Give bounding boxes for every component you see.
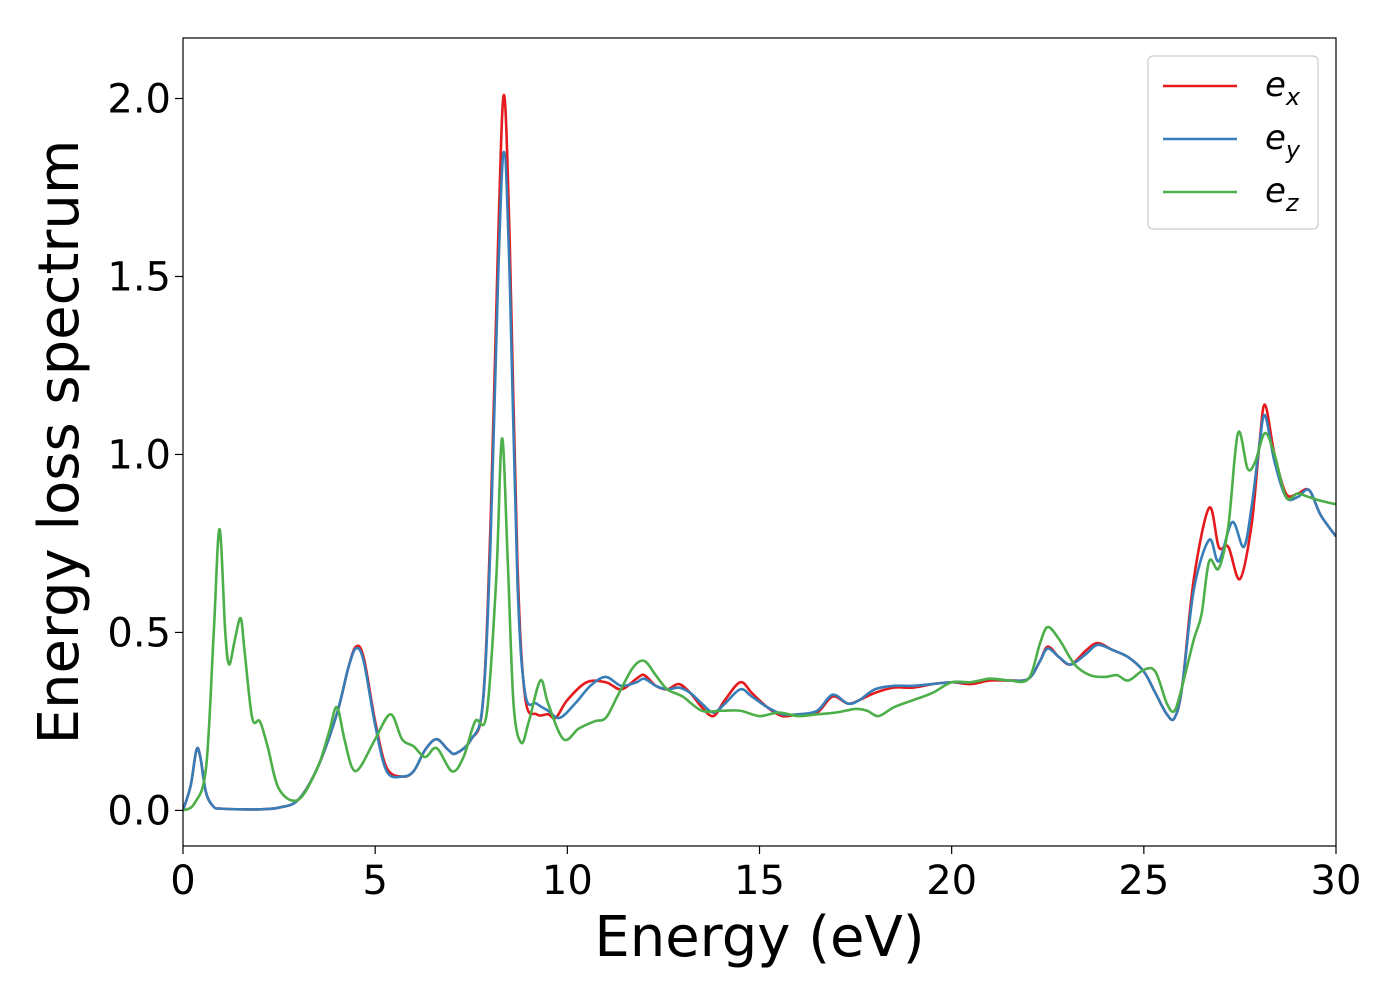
x-axis: 0 5 10 15 20 25 30 [170, 846, 1361, 904]
y-tick-label: 1.0 [107, 432, 171, 478]
y-tick-label: 0.0 [107, 788, 171, 834]
series-line-ez [183, 430, 1336, 812]
legend-entry-name: e [1265, 171, 1286, 211]
legend-entry: ex [1265, 65, 1301, 111]
y-tick-label: 0.5 [107, 610, 171, 656]
legend-entry-subscript: x [1285, 83, 1301, 111]
legend-entry-name: e [1265, 118, 1286, 158]
x-tick-label: 30 [1311, 858, 1362, 904]
x-tick-label: 20 [926, 858, 977, 904]
x-axis-title: Energy (eV) [594, 905, 924, 970]
x-tick-label: 25 [1118, 858, 1169, 904]
legend-entry-subscript: y [1285, 136, 1301, 164]
plot-series [183, 93, 1336, 812]
y-tick-label: 1.5 [107, 254, 171, 300]
legend-entry-subscript: z [1285, 189, 1300, 217]
legend-entry: ez [1265, 171, 1300, 217]
x-tick-label: 0 [170, 858, 195, 904]
legend-entry: ey [1265, 118, 1301, 164]
legend-entry-name: e [1265, 65, 1286, 105]
series-line-ey [183, 150, 1336, 811]
x-tick-label: 10 [542, 858, 593, 904]
y-axis: 0.0 0.5 1.0 1.5 2.0 [107, 77, 183, 834]
x-tick-label: 5 [362, 858, 387, 904]
y-tick-label: 2.0 [107, 77, 171, 123]
y-axis-title: Energy loss spectrum [27, 140, 92, 745]
x-tick-label: 15 [734, 858, 785, 904]
legend-box [1147, 55, 1319, 230]
